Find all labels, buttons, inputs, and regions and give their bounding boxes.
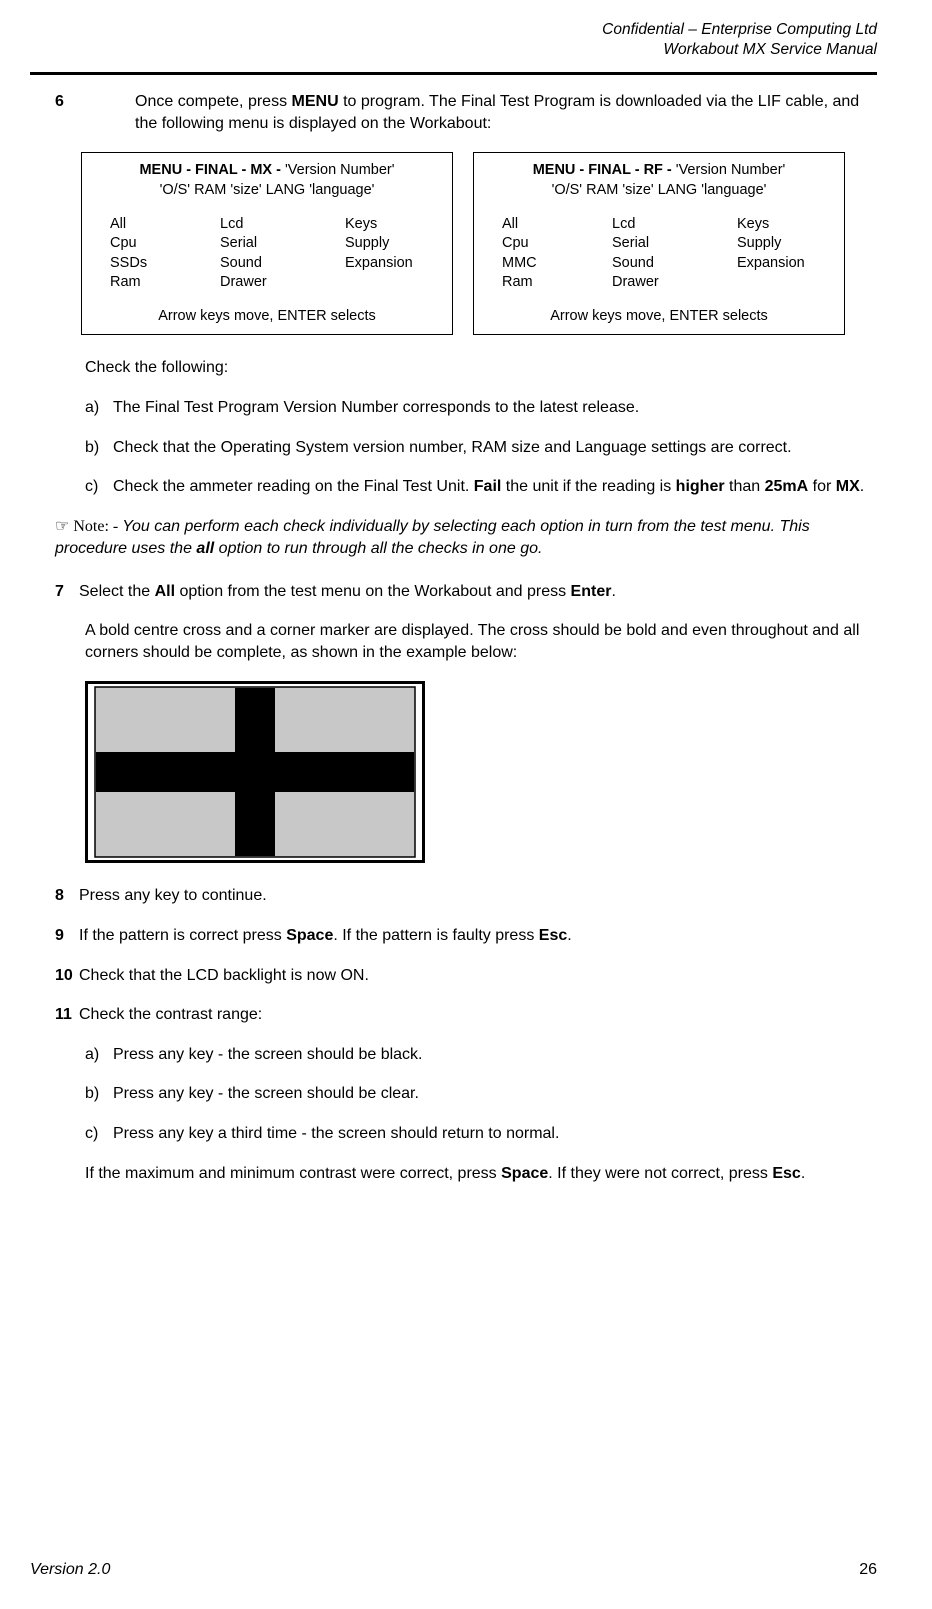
menu-box-row: MENU - FINAL - MX - 'Version Number' 'O/… <box>81 152 877 335</box>
menu-rf-footer: Arrow keys move, ENTER selects <box>474 307 844 327</box>
footer-page: 26 <box>859 1561 877 1579</box>
menu-mx-footer: Arrow keys move, ENTER selects <box>82 307 452 327</box>
check-b: b)Check that the Operating System versio… <box>85 437 877 459</box>
step-10-text: Check that the LCD backlight is now ON. <box>79 965 877 987</box>
step-6-num: 6 <box>55 91 79 134</box>
menu-mx-sub: 'O/S' RAM 'size' LANG 'language' <box>82 181 452 201</box>
header-line2: Workabout MX Service Manual <box>30 40 877 60</box>
menu-rf-sub: 'O/S' RAM 'size' LANG 'language' <box>474 181 844 201</box>
step-8-num: 8 <box>55 885 79 907</box>
step-10-num: 10 <box>55 965 79 987</box>
step-8: 8 Press any key to continue. <box>55 885 877 907</box>
cross-svg <box>85 681 425 863</box>
step-11-num: 11 <box>55 1004 79 1026</box>
header: Confidential – Enterprise Computing Ltd … <box>30 20 877 60</box>
step-10: 10 Check that the LCD backlight is now O… <box>55 965 877 987</box>
step-7: 7 Select the All option from the test me… <box>55 581 877 603</box>
check-c: c)Check the ammeter reading on the Final… <box>85 476 877 498</box>
step-7-text: Select the All option from the test menu… <box>79 581 877 603</box>
contrast-c: c)Press any key a third time - the scree… <box>85 1123 877 1145</box>
note: ☞ Note: - You can perform each check ind… <box>55 516 877 561</box>
menu-box-mx: MENU - FINAL - MX - 'Version Number' 'O/… <box>81 152 453 335</box>
footer-version: Version 2.0 <box>30 1561 110 1579</box>
step-6-text: Once compete, press MENU to program. The… <box>135 91 877 134</box>
contrast-end: If the maximum and minimum contrast were… <box>85 1163 877 1185</box>
step-7-para2: A bold centre cross and a corner marker … <box>85 620 877 663</box>
cross-figure <box>85 681 877 863</box>
menu-rf-rows: AllLcdKeys CpuSerialSupply MMCSoundExpan… <box>474 201 844 307</box>
contrast-a: a)Press any key - the screen should be b… <box>85 1044 877 1066</box>
contrast-list: a)Press any key - the screen should be b… <box>85 1044 877 1145</box>
step-11: 11 Check the contrast range: <box>55 1004 877 1026</box>
check-a: a)The Final Test Program Version Number … <box>85 397 877 419</box>
check-intro: Check the following: <box>85 357 877 379</box>
menu-mx-rows: AllLcdKeys CpuSerialSupply SSDsSoundExpa… <box>82 201 452 307</box>
step-6: 6 Once compete, press MENU to program. T… <box>55 91 877 134</box>
menu-mx-title: MENU - FINAL - MX - 'Version Number' <box>82 161 452 181</box>
menu-box-rf: MENU - FINAL - RF - 'Version Number' 'O/… <box>473 152 845 335</box>
step-8-text: Press any key to continue. <box>79 885 877 907</box>
step-9: 9 If the pattern is correct press Space.… <box>55 925 877 947</box>
header-line1: Confidential – Enterprise Computing Ltd <box>30 20 877 40</box>
step-9-num: 9 <box>55 925 79 947</box>
page-footer: Version 2.0 26 <box>30 1561 877 1579</box>
header-rule <box>30 72 877 75</box>
step-7-num: 7 <box>55 581 79 603</box>
menu-rf-title: MENU - FINAL - RF - 'Version Number' <box>474 161 844 181</box>
step-9-text: If the pattern is correct press Space. I… <box>79 925 877 947</box>
check-list: a)The Final Test Program Version Number … <box>85 397 877 498</box>
contrast-b: b)Press any key - the screen should be c… <box>85 1083 877 1105</box>
step-11-text: Check the contrast range: <box>79 1004 877 1026</box>
